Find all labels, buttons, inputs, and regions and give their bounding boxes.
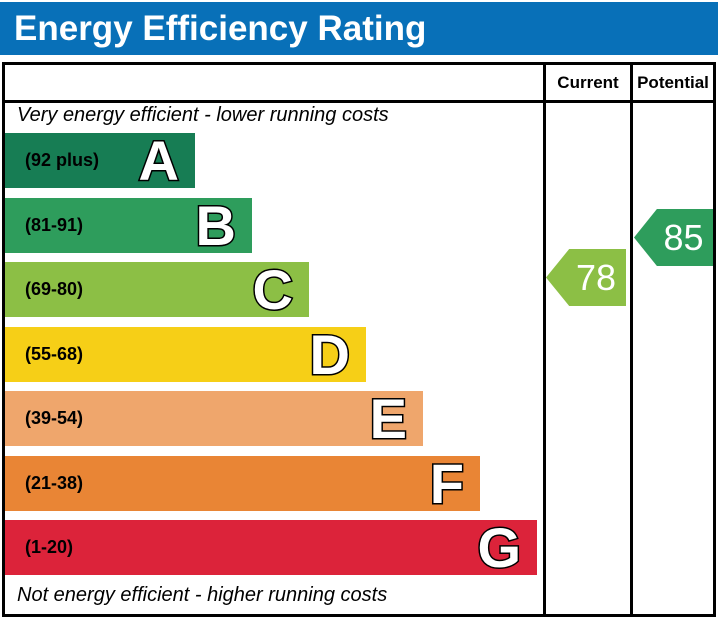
rating-band-c: (69-80) C bbox=[5, 258, 309, 321]
band-range-label: (39-54) bbox=[25, 408, 84, 428]
band-range-label: (81-91) bbox=[25, 215, 84, 235]
band-range-label: (92 plus) bbox=[25, 150, 100, 170]
band-letter: A bbox=[137, 129, 180, 192]
band-letter: C bbox=[251, 258, 294, 321]
potential-column-divider bbox=[630, 65, 633, 614]
rating-band-e: (39-54) E bbox=[5, 387, 423, 450]
band-range-label: (21-38) bbox=[25, 473, 84, 493]
rating-bands: (92 plus) A (81-91) B (69-80) C (55-68) D (39-54… bbox=[5, 129, 543, 619]
rating-band-f: (21-38) F bbox=[5, 452, 480, 515]
current-rating-arrow: 78 bbox=[546, 249, 626, 306]
band-letter: F bbox=[428, 452, 465, 515]
rating-band-b: (81-91) B bbox=[5, 194, 252, 257]
current-rating-value: 78 bbox=[575, 256, 617, 298]
current-column-divider bbox=[543, 65, 546, 614]
page-title: Energy Efficiency Rating bbox=[14, 8, 427, 48]
band-letter: B bbox=[194, 194, 237, 257]
top-note: Very energy efficient - lower running co… bbox=[17, 104, 389, 126]
band-letter: G bbox=[476, 516, 523, 579]
band-range-label: (69-80) bbox=[25, 279, 84, 299]
column-header-current: Current bbox=[557, 72, 619, 92]
band-letter: D bbox=[308, 323, 351, 386]
potential-rating-value: 85 bbox=[663, 216, 704, 258]
header-divider bbox=[5, 100, 713, 103]
band-letter: E bbox=[368, 387, 408, 450]
rating-band-a: (92 plus) A bbox=[5, 129, 195, 192]
rating-table: Current Potential Very energy efficient … bbox=[2, 62, 716, 617]
column-header-potential: Potential bbox=[637, 72, 709, 92]
rating-band-g: (1-20) G bbox=[5, 516, 537, 579]
rating-band-d: (55-68) D bbox=[5, 323, 366, 386]
potential-rating-arrow: 85 bbox=[634, 209, 713, 266]
bottom-note: Not energy efficient - higher running co… bbox=[17, 584, 388, 606]
title-bar: Energy Efficiency Rating bbox=[0, 2, 718, 55]
band-range-label: (1-20) bbox=[25, 537, 74, 557]
band-range-label: (55-68) bbox=[25, 344, 84, 364]
